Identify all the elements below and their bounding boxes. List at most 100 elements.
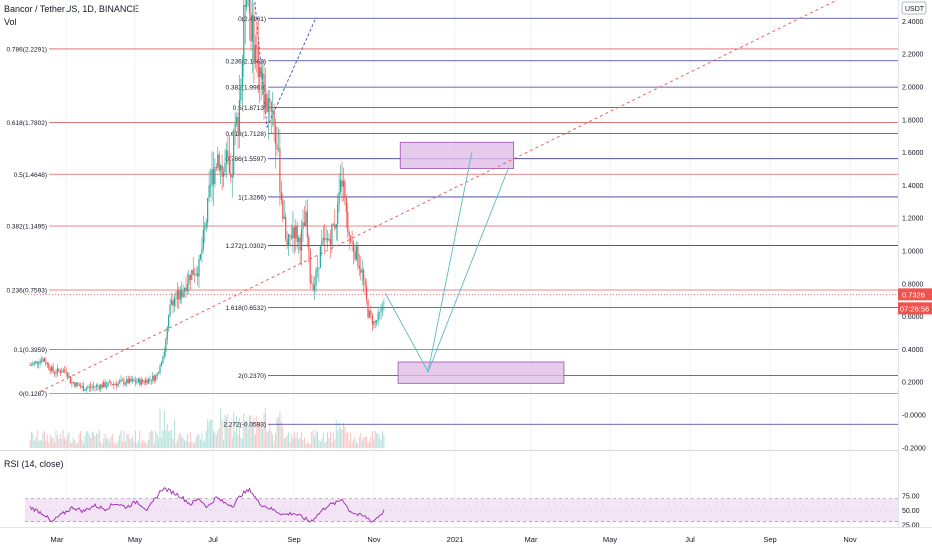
candle-body bbox=[251, 15, 254, 42]
symbol-title[interactable]: Bancor / TetherUS, 1D, BINANCE bbox=[4, 4, 139, 14]
candle-body bbox=[338, 192, 340, 204]
volume-bar bbox=[236, 415, 238, 448]
candle-body bbox=[156, 373, 158, 377]
volume-bar bbox=[267, 431, 269, 448]
volume-bar bbox=[52, 437, 54, 448]
target-boxes[interactable] bbox=[397, 141, 565, 384]
volume-bar bbox=[309, 443, 311, 448]
candle-body bbox=[198, 258, 200, 277]
candle-body bbox=[91, 386, 93, 388]
volume-bar bbox=[58, 438, 60, 448]
candle-body bbox=[368, 310, 371, 318]
candle-body bbox=[111, 384, 113, 385]
fib-right-label: 0.236(2.1568) bbox=[226, 58, 266, 65]
volume-bar bbox=[147, 439, 149, 448]
candle-body bbox=[202, 229, 204, 249]
candle-body bbox=[204, 226, 206, 230]
volume-bar bbox=[348, 440, 350, 448]
volume-bar bbox=[279, 410, 281, 448]
volume-bar bbox=[30, 431, 32, 448]
volume-bar bbox=[208, 421, 210, 448]
volume-bar bbox=[189, 431, 191, 448]
volume-bar bbox=[123, 430, 125, 448]
volume-bar bbox=[373, 438, 375, 448]
volume-bar bbox=[340, 427, 342, 448]
red-dashed-trendline[interactable] bbox=[39, 0, 898, 392]
candle-body bbox=[220, 165, 222, 171]
volume-bar bbox=[331, 441, 333, 448]
volume-bar bbox=[332, 432, 334, 448]
fib-right-label: 1.618(0.6532) bbox=[226, 305, 266, 312]
candle-body bbox=[130, 378, 132, 382]
volume-bar bbox=[169, 430, 171, 448]
volume-bar bbox=[350, 432, 352, 448]
volume-bar bbox=[72, 437, 74, 448]
projection-path[interactable] bbox=[427, 168, 509, 373]
time-axis: Mar May Jul Sep Nov 2021 Mar May Jul Sep Nov bbox=[0, 527, 932, 544]
candle-body bbox=[233, 131, 235, 176]
projection-path[interactable] bbox=[384, 152, 473, 374]
volume-bar bbox=[285, 437, 287, 448]
volume-bar bbox=[173, 420, 175, 448]
volume-bar bbox=[137, 440, 139, 448]
fib-right-label: 2(0.2370) bbox=[238, 373, 266, 380]
candle-body bbox=[261, 73, 264, 77]
candle-body bbox=[354, 251, 356, 260]
candle-body bbox=[309, 249, 311, 284]
candle-body bbox=[347, 212, 349, 233]
candle-body bbox=[134, 380, 137, 383]
volume-bar bbox=[91, 431, 93, 448]
volume-bar bbox=[94, 436, 96, 448]
candle-body bbox=[94, 386, 96, 388]
candle-body bbox=[40, 360, 43, 362]
volume-bar bbox=[257, 422, 259, 448]
candle-body bbox=[260, 67, 262, 77]
volume-bar bbox=[308, 443, 310, 448]
candle-body bbox=[274, 125, 277, 145]
candle-body bbox=[299, 237, 301, 251]
candle-body bbox=[116, 384, 118, 386]
grid bbox=[0, 0, 898, 527]
volume-bar bbox=[273, 441, 275, 448]
volume-bar bbox=[250, 415, 252, 448]
candle-body bbox=[217, 154, 219, 168]
volume-bar bbox=[56, 435, 58, 448]
candle-body bbox=[256, 44, 258, 48]
volume-bar bbox=[231, 437, 233, 448]
volume-bar bbox=[263, 413, 265, 448]
candle-body bbox=[286, 238, 288, 247]
candle-body bbox=[74, 383, 76, 387]
candle-body bbox=[56, 368, 59, 374]
volume-bar bbox=[59, 433, 61, 448]
candle-body bbox=[243, 5, 245, 64]
volume-bar bbox=[103, 438, 105, 448]
candle-body bbox=[287, 234, 290, 247]
volume-bar bbox=[133, 442, 135, 448]
volume-bar bbox=[104, 433, 106, 448]
currency-badge[interactable] bbox=[901, 1, 927, 15]
trend-lines[interactable] bbox=[39, 0, 898, 392]
volume-bar bbox=[32, 433, 34, 448]
candle-body bbox=[214, 166, 216, 185]
volume-bar bbox=[129, 439, 131, 448]
volume-bar bbox=[247, 428, 249, 448]
volume-bar bbox=[117, 440, 119, 448]
candle-body bbox=[53, 371, 56, 374]
volume-bar bbox=[108, 441, 110, 448]
volume-bar bbox=[179, 432, 181, 448]
target-box[interactable] bbox=[399, 141, 515, 169]
candle-body bbox=[103, 382, 105, 388]
volume-bar bbox=[198, 434, 200, 448]
target-box[interactable] bbox=[397, 361, 565, 384]
volume-bar bbox=[152, 431, 154, 448]
volume-bar bbox=[204, 439, 206, 448]
volume-bar bbox=[38, 441, 40, 448]
fib-left-label: 0(0.1287) bbox=[19, 391, 47, 398]
candle-body bbox=[315, 269, 317, 286]
volume-bar bbox=[351, 443, 353, 448]
volume-bar bbox=[51, 437, 53, 448]
candle-body bbox=[117, 382, 119, 386]
channel-line[interactable] bbox=[266, 17, 317, 128]
candle-body bbox=[172, 300, 174, 306]
